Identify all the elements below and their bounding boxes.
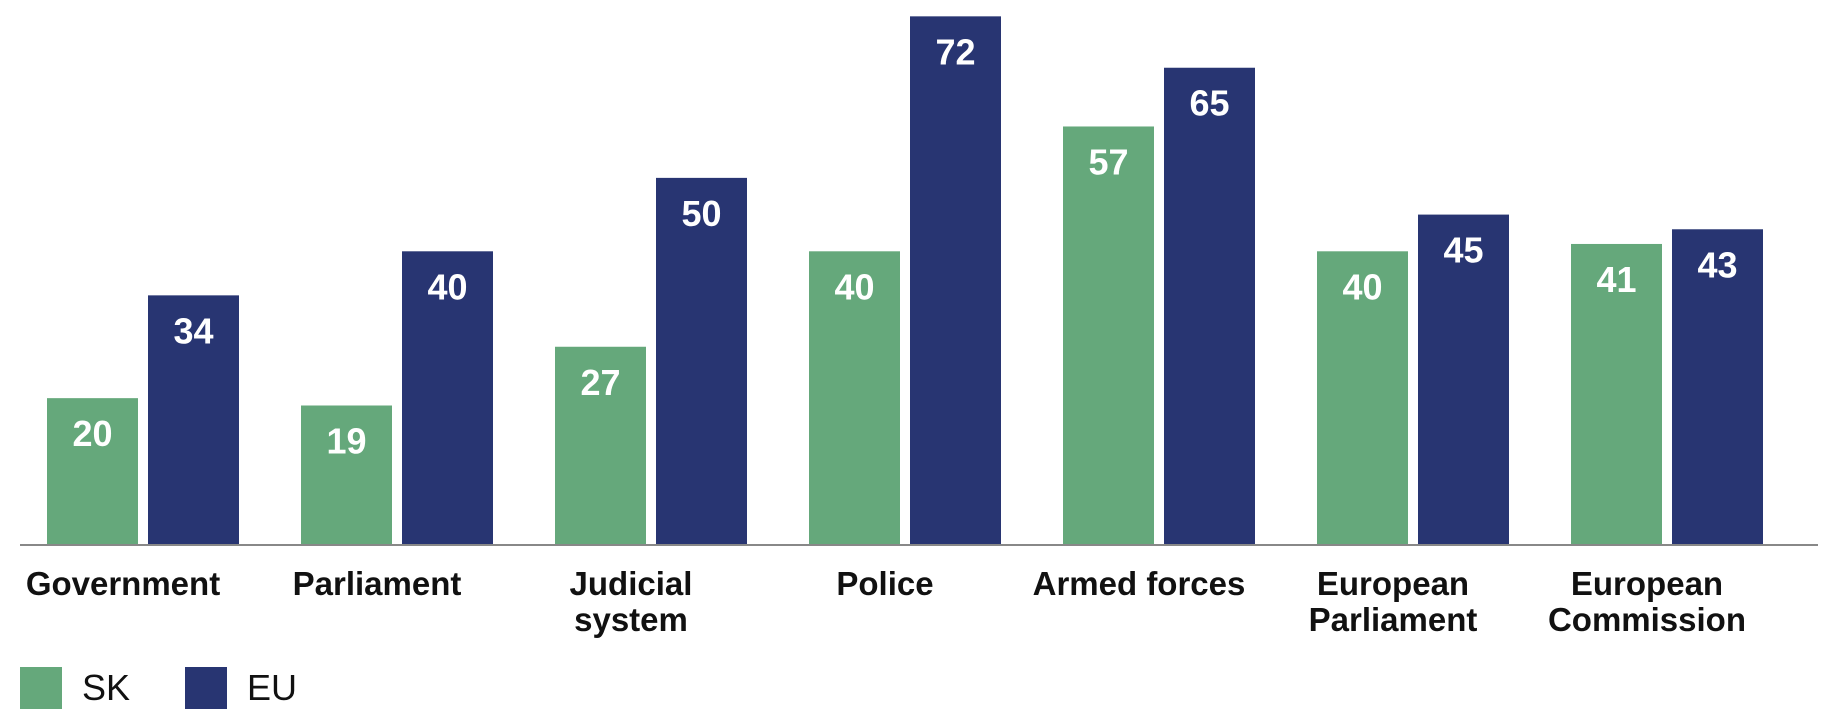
data-label-sk-4: 57	[1088, 141, 1128, 182]
data-label-sk-1: 19	[326, 420, 366, 461]
bar-eu-4	[1164, 67, 1255, 546]
data-label-sk-2: 27	[580, 362, 620, 403]
bar-eu-0	[148, 295, 239, 545]
category-label-0: Government	[26, 565, 220, 602]
bar-eu-3	[910, 16, 1001, 545]
category-label-5: European Parliament	[1309, 565, 1478, 638]
legend: SK EU	[20, 667, 297, 709]
data-label-eu-5: 45	[1443, 230, 1483, 271]
bar-eu-2	[656, 177, 747, 545]
bar-eu-5	[1418, 214, 1509, 545]
data-label-eu-0: 34	[173, 310, 213, 351]
category-label-6: European Commission	[1548, 565, 1746, 638]
data-label-eu-6: 43	[1697, 244, 1737, 285]
bar-sk-2	[555, 346, 646, 545]
data-label-eu-3: 72	[935, 31, 975, 72]
data-labels-layer: 20 34 19 40 27 50 40 72 57 65 40 45 41 43	[72, 31, 1737, 461]
category-labels-layer: Government Parliament Judicial system Police…	[26, 565, 1746, 638]
category-label-2: Judicial system	[570, 565, 693, 638]
bar-sk-3	[809, 251, 900, 545]
bar-sk-1	[301, 405, 392, 545]
data-label-sk-0: 20	[72, 413, 112, 454]
data-label-sk-6: 41	[1596, 259, 1636, 300]
category-label-1: Parliament	[293, 565, 462, 602]
category-label-4: Armed forces	[1033, 565, 1246, 602]
legend-label-eu: EU	[247, 667, 297, 708]
legend-swatch-sk	[20, 667, 62, 709]
category-label-3: Police	[836, 565, 933, 602]
data-label-eu-4: 65	[1189, 83, 1229, 124]
legend-swatch-eu	[185, 667, 227, 709]
data-label-sk-5: 40	[1342, 266, 1382, 307]
bar-sk-0	[47, 398, 138, 545]
legend-label-sk: SK	[82, 667, 130, 708]
data-label-sk-3: 40	[834, 266, 874, 307]
bars-layer	[47, 16, 1763, 546]
data-label-eu-1: 40	[427, 266, 467, 307]
bar-eu-6	[1672, 229, 1763, 545]
bar-sk-5	[1317, 251, 1408, 545]
data-label-eu-2: 50	[681, 193, 721, 234]
bar-sk-6	[1571, 243, 1662, 545]
bar-eu-1	[402, 251, 493, 545]
bar-sk-4	[1063, 126, 1154, 545]
